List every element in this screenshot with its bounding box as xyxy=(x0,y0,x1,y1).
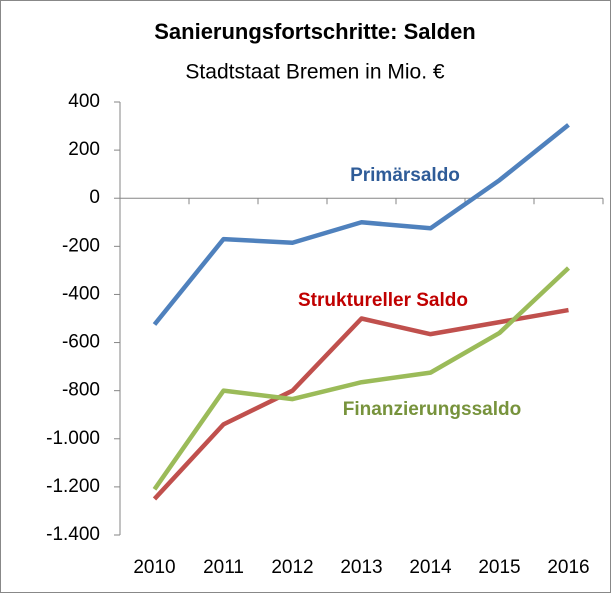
y-tick-label: -400 xyxy=(62,283,100,304)
x-tick-label: 2010 xyxy=(133,557,175,578)
chart-title: Sanierungsfortschritte: Salden xyxy=(154,19,476,44)
x-tick-label: 2012 xyxy=(271,557,313,578)
y-tick-label: -1.400 xyxy=(46,524,100,545)
x-tick-label: 2011 xyxy=(203,557,244,578)
y-tick-label: -600 xyxy=(62,332,100,353)
y-tick-label: -1.200 xyxy=(46,476,100,497)
y-tick-label: 400 xyxy=(68,91,100,112)
x-tick-label: 2013 xyxy=(340,557,382,578)
y-tick-label: -800 xyxy=(62,380,100,401)
series-label: Struktureller Saldo xyxy=(298,290,468,311)
x-tick-label: 2016 xyxy=(547,557,589,578)
series-line xyxy=(152,123,570,326)
x-tick-label: 2014 xyxy=(409,557,452,578)
series-label: Primärsaldo xyxy=(350,165,460,186)
y-tick-label: 0 xyxy=(89,187,100,208)
series-line xyxy=(152,266,571,491)
series-line xyxy=(152,307,569,501)
series-label: Finanzierungssaldo xyxy=(343,399,521,420)
y-tick-label: 200 xyxy=(68,139,100,160)
chart-subtitle: Stadtstaat Bremen in Mio. € xyxy=(185,61,444,84)
y-tick-label: -200 xyxy=(62,235,100,256)
y-tick-label: -1.000 xyxy=(46,428,100,449)
x-tick-label: 2015 xyxy=(478,557,520,578)
